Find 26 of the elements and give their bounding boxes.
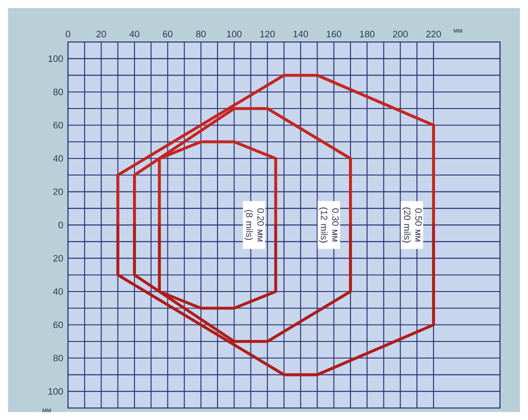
y-tick-label: 80 [53,88,63,96]
text: 0.50 мм (20 mils) [402,208,422,242]
text: 0.30 мм (12 mils) [319,208,339,242]
y-tick-label: 100 [48,55,63,62]
x-tick-label: 0 [66,30,70,38]
text: 0.20 мм (8 mils) [244,208,264,242]
y-tick-label: 40 [53,288,63,295]
x-tick-label: 160 [326,30,342,38]
y-tick-label: 60 [53,122,63,128]
x-tick-label: 60 [163,30,173,38]
x-tick-label: 180 [360,30,374,38]
x-tick-label: 100 [227,30,242,38]
x-tick-label: 40 [130,30,140,38]
y-tick-label: 60 [53,322,63,328]
x-tick-label: 20 [96,30,106,38]
y-tick-label: 100 [48,388,63,395]
x-tick-label: 120 [260,30,275,38]
x-tick-label: 200 [393,30,408,38]
y-tick-label: 40 [53,155,63,162]
y-tick-label: 20 [53,254,63,262]
x-tick-label: 80 [196,30,206,38]
x-tick-label: 140 [294,30,308,38]
y-tick-label: 80 [53,354,63,362]
x-tick-label: 220 [426,30,441,38]
y-tick-label: 20 [53,188,63,196]
y-tick-label: 0 [58,222,63,228]
